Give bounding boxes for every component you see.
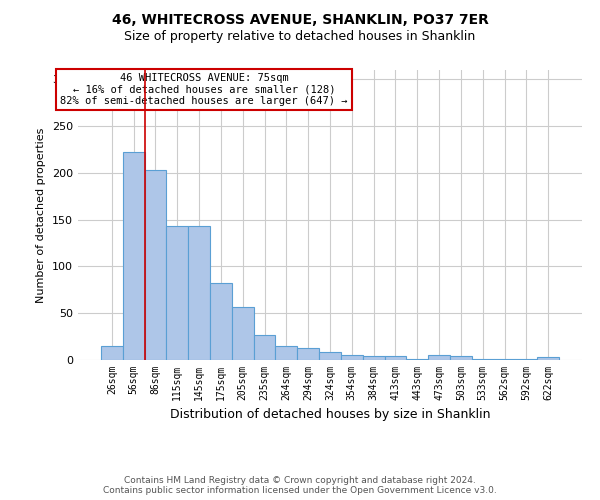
Bar (363, 356, 385, 360)
Bar (450, 356, 472, 360)
Bar (101, 346, 123, 360)
Text: Size of property relative to detached houses in Shanklin: Size of property relative to detached ho… (124, 30, 476, 43)
Bar (385, 356, 406, 360)
Bar (537, 357, 559, 360)
Text: Contains HM Land Registry data © Crown copyright and database right 2024.
Contai: Contains HM Land Registry data © Crown c… (103, 476, 497, 495)
Bar (494, 359, 515, 360)
Bar (210, 284, 232, 360)
Bar (406, 359, 428, 360)
Bar (166, 226, 188, 360)
Bar (123, 152, 145, 360)
Text: 46, WHITECROSS AVENUE, SHANKLIN, PO37 7ER: 46, WHITECROSS AVENUE, SHANKLIN, PO37 7E… (112, 12, 488, 26)
Bar (297, 348, 319, 360)
Y-axis label: Number of detached properties: Number of detached properties (37, 128, 46, 302)
Bar (428, 356, 450, 360)
Text: 46 WHITECROSS AVENUE: 75sqm
← 16% of detached houses are smaller (128)
82% of se: 46 WHITECROSS AVENUE: 75sqm ← 16% of det… (60, 73, 348, 106)
X-axis label: Distribution of detached houses by size in Shanklin: Distribution of detached houses by size … (170, 408, 490, 422)
Bar (232, 306, 254, 360)
Bar (341, 356, 363, 360)
Bar (515, 359, 537, 360)
Bar (254, 334, 275, 360)
Bar (145, 170, 166, 360)
Bar (319, 352, 341, 360)
Bar (188, 226, 210, 360)
Bar (472, 359, 494, 360)
Bar (275, 346, 297, 360)
